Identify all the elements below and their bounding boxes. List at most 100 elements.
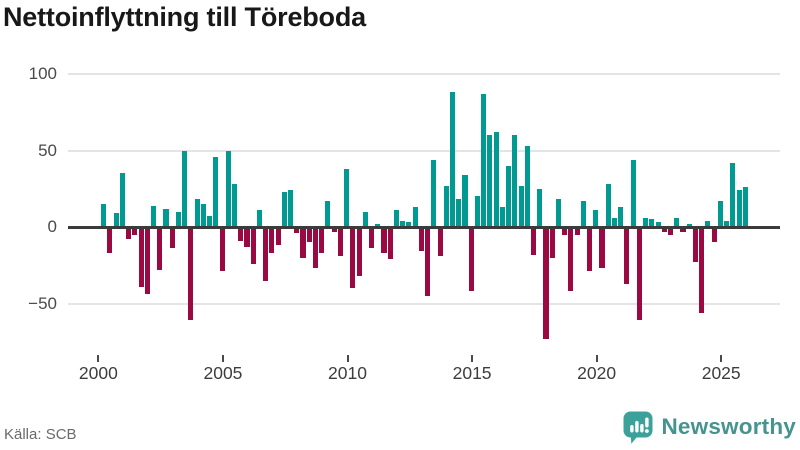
bar: [319, 227, 325, 253]
bar: [406, 222, 412, 227]
bar: [362, 211, 368, 227]
bar: [107, 227, 113, 253]
bar: [481, 93, 487, 227]
bar: [375, 223, 381, 227]
bar: [387, 227, 393, 260]
bar: [150, 205, 157, 227]
bar: [468, 227, 474, 292]
bar: [506, 165, 512, 227]
x-axis-label: 2010: [328, 363, 367, 383]
bar: [213, 156, 219, 227]
bar: [418, 227, 424, 252]
bar: [599, 227, 605, 269]
gridline: [68, 302, 780, 305]
bar: [163, 208, 169, 227]
bar: [686, 223, 692, 227]
bar: [499, 207, 505, 227]
bar: [705, 220, 711, 227]
gridline: [68, 73, 780, 75]
bar: [512, 135, 518, 227]
bar: [537, 188, 543, 227]
bar: [587, 227, 593, 272]
bar: [730, 162, 736, 227]
bar: [312, 227, 319, 269]
bar: [207, 216, 213, 227]
bar: [437, 227, 443, 257]
bar: [119, 173, 125, 227]
bar: [549, 227, 555, 258]
bar: [562, 227, 568, 235]
bar: [331, 227, 337, 232]
bar: [306, 227, 312, 243]
chart-title: Nettoinflyttning till Töreboda: [3, 2, 366, 32]
newsworthy-logo[interactable]: Newsworthy: [622, 410, 796, 444]
x-axis-label: 2020: [577, 363, 617, 383]
bar: [126, 227, 132, 240]
bar: [250, 227, 256, 264]
x-axis-tick: [595, 355, 598, 362]
bar: [449, 92, 456, 227]
bar: [219, 227, 225, 272]
bar: [661, 227, 667, 232]
bar: [393, 210, 399, 227]
bar: [294, 227, 300, 234]
bar: [593, 210, 599, 227]
newsworthy-logo-text: Newsworthy: [661, 414, 796, 439]
bar: [630, 159, 636, 227]
bar: [263, 227, 269, 281]
newsworthy-bubble-chart-icon: [622, 410, 654, 444]
bar: [275, 227, 281, 246]
y-axis-label: 50: [38, 140, 57, 160]
bar: [555, 199, 561, 227]
x-axis-label: 2005: [203, 363, 243, 383]
bar: [238, 227, 244, 241]
bar: [344, 168, 350, 227]
x-axis-tick: [471, 355, 474, 362]
bar: [281, 191, 287, 227]
bar: [674, 217, 680, 227]
bar: [412, 207, 418, 227]
bar: [369, 227, 375, 249]
x-axis-tick: [97, 355, 100, 362]
bar: [182, 150, 188, 227]
x-axis-tick: [346, 355, 349, 362]
bar: [337, 227, 343, 257]
bar: [711, 227, 717, 243]
y-axis-label: 0: [47, 217, 57, 236]
bar: [580, 200, 586, 227]
bar: [101, 204, 107, 227]
bar: [636, 227, 642, 321]
bar: [225, 150, 231, 227]
bar: [530, 227, 537, 255]
bar: [269, 227, 275, 253]
bar: [736, 190, 742, 227]
source-note: Källa: SCB: [4, 426, 77, 443]
bar: [325, 200, 331, 227]
x-axis-tick: [720, 355, 723, 362]
gridline: [68, 149, 780, 152]
bar: [618, 207, 624, 227]
bar: [113, 213, 119, 227]
bar: [717, 200, 723, 227]
bar: [474, 196, 480, 227]
bar: [425, 227, 431, 296]
bar: [649, 219, 655, 227]
bar: [668, 227, 674, 235]
bar: [356, 227, 362, 276]
bar: [194, 199, 200, 227]
bar: [456, 199, 462, 227]
bar: [724, 220, 730, 227]
bar: [487, 135, 493, 227]
y-axis-label: 100: [28, 64, 57, 83]
bar: [431, 159, 437, 227]
bar: [605, 184, 611, 227]
bar: [381, 227, 387, 253]
bar: [200, 204, 206, 227]
bar: [300, 227, 306, 258]
bar: [611, 217, 618, 227]
bar: [643, 217, 649, 227]
bar: [574, 227, 580, 235]
bar: [144, 227, 150, 295]
